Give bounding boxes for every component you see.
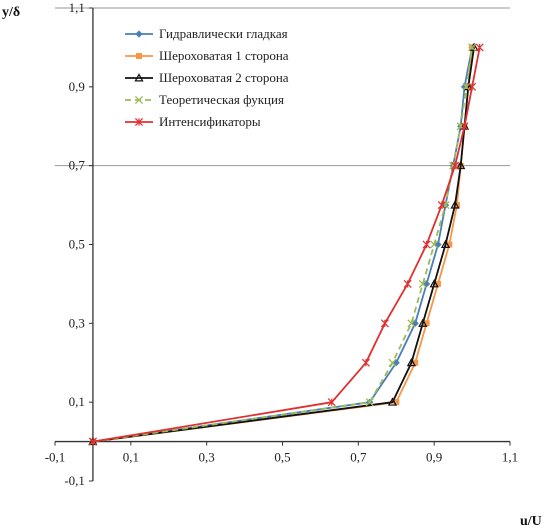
x-tick-label: 0,1 [123,450,139,465]
data-point [429,279,439,288]
data-point [403,279,412,288]
series-layer [88,42,484,446]
x-tick-label: 0,9 [426,450,442,465]
legend-item: Интенсификаторы [125,114,261,129]
data-point [437,201,446,210]
data-point [450,200,460,209]
axes [54,7,511,482]
legend-item: Шероховатая 2 сторона [125,70,289,85]
series-line [92,47,481,443]
data-point [88,437,97,446]
legend-label: Гидравлически гладкая [159,26,288,41]
data-point [450,161,460,170]
data-point [434,240,442,249]
x-tick-label: 1,1 [502,450,518,465]
data-point [475,43,484,52]
data-point [134,117,144,127]
data-point [422,240,431,249]
y-tick-label: 0,9 [69,79,85,94]
data-point [407,319,416,328]
x-tick-label: 0,3 [199,450,215,465]
data-point [418,318,428,327]
y-tick-label: 0,1 [69,394,85,409]
data-point [406,357,417,367]
data-point [135,30,143,38]
data-point [446,241,453,248]
legend-item: Теоретическая фукция [125,92,284,107]
data-point [440,239,451,248]
legend-label: Шероховатая 1 сторона [159,48,289,63]
legend-label: Интенсификаторы [159,114,261,129]
data-point [430,240,439,249]
data-point [393,399,400,406]
data-point [387,397,398,406]
y-tick-label: 0,5 [69,237,85,252]
data-point [462,82,471,91]
data-point [411,319,419,327]
y-tick-label: 0,3 [69,315,85,330]
data-point [423,320,430,327]
legend-item: Гидравлически гладкая [125,26,288,41]
x-tick-label: 0,5 [274,450,290,465]
data-point [134,73,144,82]
y-tick-label: 0,7 [69,158,86,173]
data-point [361,358,370,367]
legend-label: Шероховатая 2 сторона [159,70,289,85]
data-point [434,280,441,287]
x-tick-label: -0,1 [45,450,66,465]
y-tick-label: -0,1 [64,473,85,488]
legend-item: Шероховатая 1 сторона [125,48,289,63]
legend: Гидравлически гладкая Шероховатая 1 сторо… [125,26,289,129]
data-point [327,398,336,407]
data-point [388,358,397,367]
data-point [422,280,431,288]
y-tick-label: 1,1 [69,0,85,15]
data-point [134,95,144,105]
data-point [136,53,142,59]
series-5 [88,43,484,446]
tick-labels: -0,1 0,1 0,3 0,5 0,7 0,9 1,1 -0,1 0,1 0,3 0,5 0,7 0,… [45,0,518,488]
data-point [460,122,469,131]
x-axis-label: u/U [520,514,542,529]
data-point [412,359,419,366]
grid [55,7,510,167]
legend-label: Теоретическая фукция [159,92,284,107]
y-axis-label: y/δ [2,5,20,20]
data-point [365,398,374,407]
data-point [468,43,477,52]
series-line [92,47,475,443]
data-point [380,319,389,328]
data-point [418,279,427,288]
x-tick-label: 0,7 [350,450,367,465]
data-point [456,160,466,170]
data-point [468,82,477,91]
